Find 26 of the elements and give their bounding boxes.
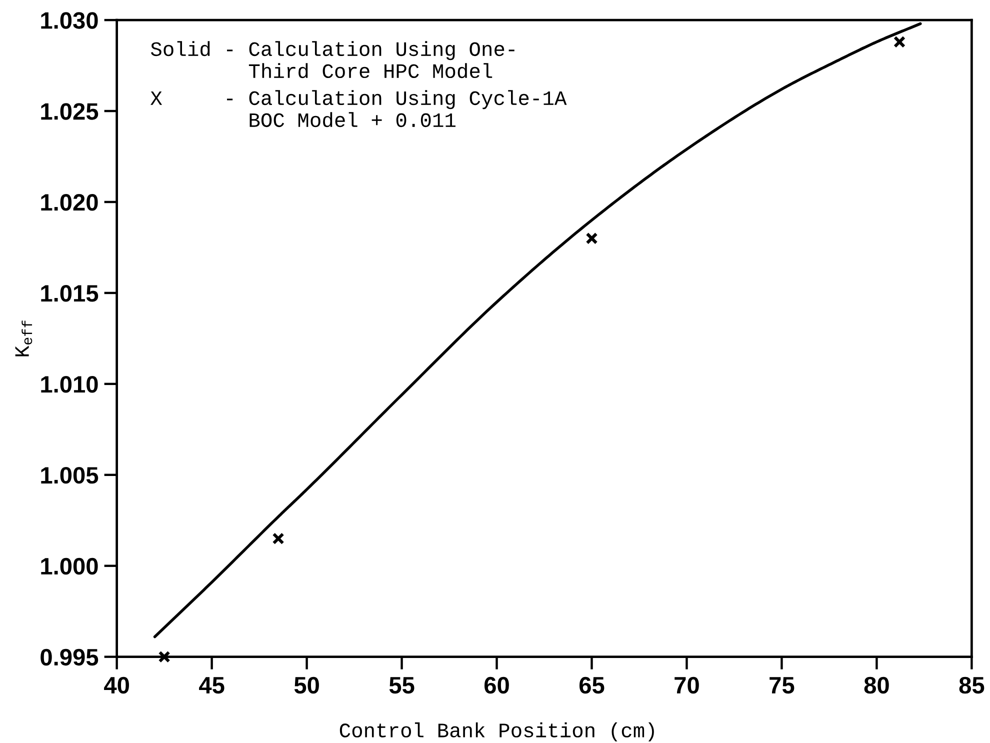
- x-tick-label: 85: [959, 676, 984, 694]
- x-tick-label: 55: [389, 677, 414, 694]
- y-tick-label: 1.020: [41, 194, 98, 211]
- y-tick-label: 1.015: [41, 285, 98, 302]
- x-tick-label: 45: [199, 677, 224, 694]
- x-tick-label: 80: [864, 676, 889, 694]
- point: [272, 532, 284, 545]
- x-tick-label: 70: [674, 676, 699, 694]
- y-tick-label: 1.030: [41, 12, 98, 29]
- y-axis-title: K$_{eff}$: [15, 320, 32, 356]
- x-tick-label: 65: [579, 676, 604, 694]
- annotation: X - Calculation Using Cycle-1A BOC Model + 0.011: [150, 90, 567, 128]
- annotation: Solid - Calculation Using One- Third Core HPC Model: [150, 41, 514, 78]
- y-tick-label: 1.005: [41, 466, 98, 484]
- y-tick-label: 1.000: [41, 558, 98, 575]
- point: [158, 650, 170, 663]
- y-tick-label: 1.025: [41, 103, 98, 120]
- y-tick-label: 0.995: [40, 648, 98, 666]
- x-axis-title: Control Bank Position (cm): [340, 722, 654, 742]
- x-tick-label: 60: [484, 676, 509, 694]
- x-tick-label: 40: [104, 676, 129, 694]
- point: [586, 232, 598, 244]
- y-tick-label: 1.010: [41, 376, 98, 393]
- x-tick-label: 50: [294, 676, 319, 694]
- x-tick-label: 75: [770, 677, 794, 694]
- point: [893, 36, 906, 48]
